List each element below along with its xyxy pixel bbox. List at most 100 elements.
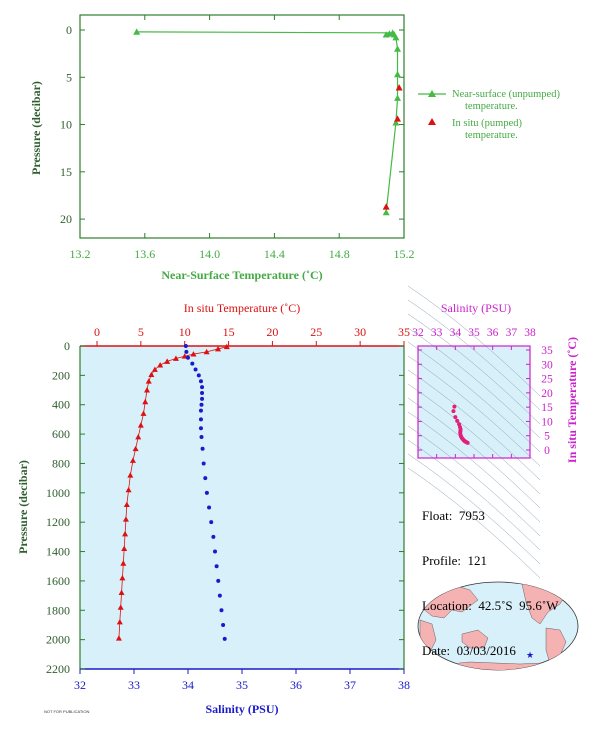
unpumped-temperature-point [394, 45, 402, 52]
temperature-profile-point [143, 387, 150, 393]
near-surface-x-tick-label: 13.2 [70, 247, 91, 261]
salinity-profile-point [200, 390, 205, 395]
ts-salinity-axis-label: Salinity (PSU) [441, 301, 511, 315]
salinity-profile-point [186, 355, 190, 360]
near-surface-x-tick-label: 13.6 [134, 247, 155, 261]
salinity-profile-point [211, 534, 216, 539]
temperature-profile-point [203, 348, 210, 355]
near-surface-temperature-chart: 13.2 13.6 14.0 14.4 14.8 15.2 0 5 10 15 20 Near-S… [29, 14, 563, 282]
salinity-profile-point [184, 349, 189, 354]
near-surface-x-tick-label: 14.8 [329, 247, 350, 261]
salinity-profile-point [204, 490, 209, 495]
salinity-profile-point [199, 435, 204, 440]
pressure-tick-label: 1200 [46, 515, 70, 529]
temperature-profile-point [119, 574, 126, 581]
legend-pumped-line-1: In situ (pumped) [452, 118, 522, 129]
near-surface-y-axis-label: Pressure (decibar) [29, 81, 43, 175]
density-contour [407, 467, 541, 579]
temperature-profile-point [145, 378, 152, 384]
pressure-tick-label: 1400 [46, 545, 70, 559]
ts-point [452, 404, 457, 409]
temperature-profile-point [122, 530, 129, 537]
ts-salinity-tick-label: 36 [487, 327, 499, 339]
near-surface-x-tick-label: 14.4 [264, 247, 285, 261]
profile-pressure-axis-label: Pressure (decibar) [16, 460, 30, 554]
profile-plot-background [80, 346, 404, 669]
salinity-profile-point [198, 417, 203, 422]
temperature-profile-point [157, 362, 164, 368]
salinity-profile-point [209, 520, 214, 525]
temperature-profile-point [132, 445, 139, 452]
ts-point [451, 409, 456, 414]
pumped-temperature-point [394, 115, 402, 122]
float-profile: Profile: 121 [422, 553, 487, 568]
salinity-profile-point [216, 578, 221, 583]
float-location-star-icon: ★ [526, 650, 534, 660]
temperature-tick-label: 35 [398, 325, 410, 339]
ts-temperature-tick-label: 30 [541, 359, 553, 371]
ts-point [453, 415, 458, 420]
near-surface-y-tick-label: 10 [60, 118, 72, 132]
pumped-temperature-point [395, 84, 403, 91]
salinity-profile-point [200, 446, 205, 451]
salinity-profile-point [213, 549, 217, 554]
legend-unpumped-line-1: Near-surface (unpumped) [452, 89, 560, 100]
temperature-tick-label: 0 [94, 325, 100, 339]
density-contour [407, 439, 541, 551]
unpumped-temperature-point [394, 94, 402, 101]
near-surface-legend: Near-surface (unpumped) temperature. In … [418, 89, 563, 141]
temperature-profile-point [190, 351, 197, 357]
pressure-tick-label: 600 [52, 427, 70, 441]
ts-plot-background [418, 346, 530, 458]
temperature-profile-point [135, 434, 142, 440]
ts-point [455, 418, 460, 423]
ts-salinity-tick-label: 32 [412, 327, 424, 339]
unpumped-temperature-point [133, 28, 141, 35]
ts-ticks: 32 33 34 35 36 37 38 0 5 10 15 20 25 30 35 [412, 327, 553, 458]
density-contour [407, 369, 541, 481]
unpumped-temperature-point [392, 119, 400, 126]
salinity-profile-point [207, 505, 212, 510]
temperature-tick-label: 15 [223, 325, 235, 339]
density-contour [407, 285, 541, 397]
ts-points [451, 404, 470, 445]
draft-stamp: NOT FOR PUBLICATION [44, 709, 90, 714]
ts-temperature-tick-label: 35 [541, 345, 553, 357]
profile-pressure-ticks: 0 200 400 600 800 1000 1200 1400 1600 1800 2000 220… [46, 339, 404, 676]
near-surface-x-axis-label: Near-Surface Temperature (˚C) [161, 268, 322, 282]
salinity-profile-point [183, 344, 188, 348]
salinity-profile-point [198, 408, 203, 413]
legend-unpumped-line-2: temperature. [465, 101, 518, 112]
temperature-tick-label: 5 [138, 325, 144, 339]
legend-unpumped-marker [428, 90, 436, 97]
density-contour [407, 355, 541, 467]
ts-temperature-tick-label: 25 [541, 374, 553, 386]
ts-salinity-tick-label: 33 [431, 327, 443, 339]
ts-salinity-tick-label: 35 [468, 327, 480, 339]
unpumped-temperature-point [382, 208, 390, 216]
salinity-profile-point [222, 636, 227, 641]
pressure-tick-label: 2200 [46, 662, 70, 676]
pressure-tick-label: 0 [64, 339, 70, 353]
pressure-tick-label: 1000 [46, 486, 70, 500]
salinity-tick-label: 32 [74, 678, 86, 692]
temperature-profile-point [115, 635, 122, 641]
temperature-profile-point [121, 545, 128, 552]
ts-density-contours [407, 285, 541, 579]
salinity-profile-point [219, 608, 224, 613]
pressure-tick-label: 400 [52, 398, 70, 412]
pressure-tick-label: 200 [52, 368, 70, 382]
float-date: Date: 03/03/2016 [422, 643, 516, 658]
pressure-tick-label: 1800 [46, 603, 70, 617]
density-contour [407, 327, 541, 439]
density-contour [407, 313, 541, 425]
near-surface-series [133, 28, 403, 216]
temperature-profile-point [117, 604, 124, 610]
temperature-tick-label: 10 [179, 325, 191, 339]
legend-pumped-label: In situ (pumped) temperature. [452, 118, 525, 141]
legend-unpumped-label: Near-surface (unpumped) temperature. [452, 89, 563, 112]
temperature-profile-point [223, 343, 230, 350]
temperature-profile-point [127, 472, 134, 478]
temperature-profile-point [215, 345, 222, 352]
